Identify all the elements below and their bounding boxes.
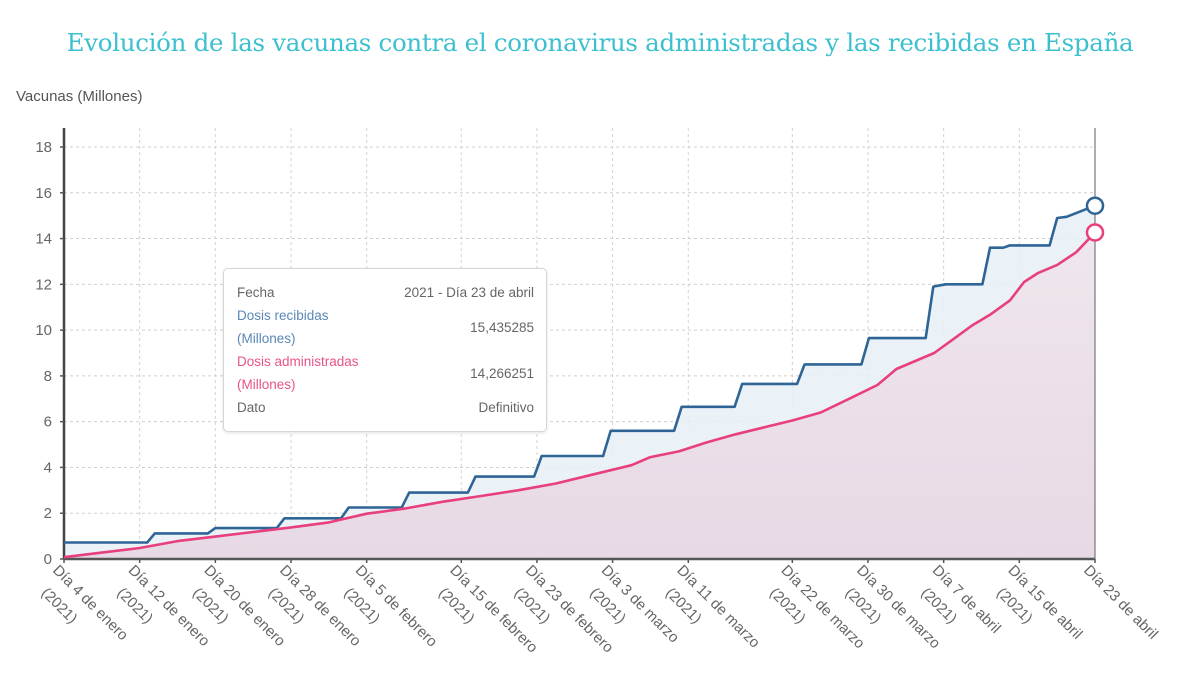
tooltip-status-value: Definitivo [478,400,534,415]
tooltip-received-label-line2: (Millones) [237,331,296,346]
y-tick-label: 6 [44,414,52,431]
x-tick-label: Día 20 de enero(2021) [189,562,288,650]
tooltip-row-received: Dosis recibidas (Millones) 15,435285 [237,304,534,350]
y-tick-label: 16 [35,185,52,202]
marker-administered [1085,223,1105,242]
y-ticks: 0 2 4 6 8 10 12 14 16 18 [35,139,64,568]
x-tick-label: Día 5 de febrero(2021) [341,562,441,651]
tooltip-row-status: Dato Definitivo [237,396,534,419]
series-areas [64,205,1095,559]
y-tick-label: 2 [44,505,52,522]
line-received [64,204,1096,544]
tooltip-received-label: Dosis recibidas (Millones) [237,304,329,350]
y-tick-label: 8 [44,368,52,385]
x-tick-label: Día 15 de abril(2021) [993,562,1085,643]
tooltip-row-administered: Dosis administradas (Millones) 14,266251 [237,350,534,396]
y-tick-label: 18 [35,139,52,156]
x-tick-label: Día 4 de enero(2021) [38,562,132,644]
y-tick-label: 14 [35,231,52,248]
x-tick-label: Día 23 de febrero(2021) [511,562,617,657]
x-tick-label-line1: Día 23 de abril [1080,562,1161,643]
y-tick-label: 4 [44,459,52,476]
tooltip-date-value: 2021 - Día 23 de abril [404,285,534,300]
x-tick-label: Día 28 de enero(2021) [265,562,364,650]
x-ticks: Día 4 de enero(2021) Día 12 de enero(2021… [38,559,1161,657]
y-axis-title: Vacunas (Millones) [16,88,143,105]
tooltip-administered-label-line2: (Millones) [237,377,296,392]
y-tick-label: 12 [35,276,52,293]
x-tick-label: Día 11 de marzo(2021) [662,562,763,652]
chart-title: Evolución de las vacunas contra el coron… [66,28,1134,57]
tooltip-date-label: Fecha [237,285,275,300]
x-tick-label: Día 22 de marzo(2021) [766,562,868,652]
tooltip-row-date: Fecha 2021 - Día 23 de abril [237,281,534,304]
y-tick-label: 0 [44,551,52,568]
y-tick-label: 10 [35,322,52,339]
tooltip-received-label-line1: Dosis recibidas [237,308,329,323]
x-tick-label: Día 12 de enero(2021) [114,562,213,650]
area-administered [64,232,1095,559]
series-markers [1085,196,1105,242]
tooltip-received-value: 15,435285 [470,319,534,335]
x-tick-label: Día 15 de febrero(2021) [435,562,541,657]
tooltip-administered-label: Dosis administradas (Millones) [237,350,359,396]
tooltip-administered-label-line1: Dosis administradas [237,354,359,369]
line-administered [63,231,1096,559]
series-lines [63,204,1096,559]
marker-received [1085,196,1105,215]
tooltip: Fecha 2021 - Día 23 de abril Dosis recib… [223,268,547,432]
x-tick-label: Día 3 de marzo(2021) [586,562,682,647]
x-tick-label: Día 30 de marzo(2021) [842,562,944,652]
tooltip-status-label: Dato [237,400,266,415]
x-tick-label: Día 23 de abril [1080,562,1161,643]
tooltip-administered-value: 14,266251 [470,365,534,381]
